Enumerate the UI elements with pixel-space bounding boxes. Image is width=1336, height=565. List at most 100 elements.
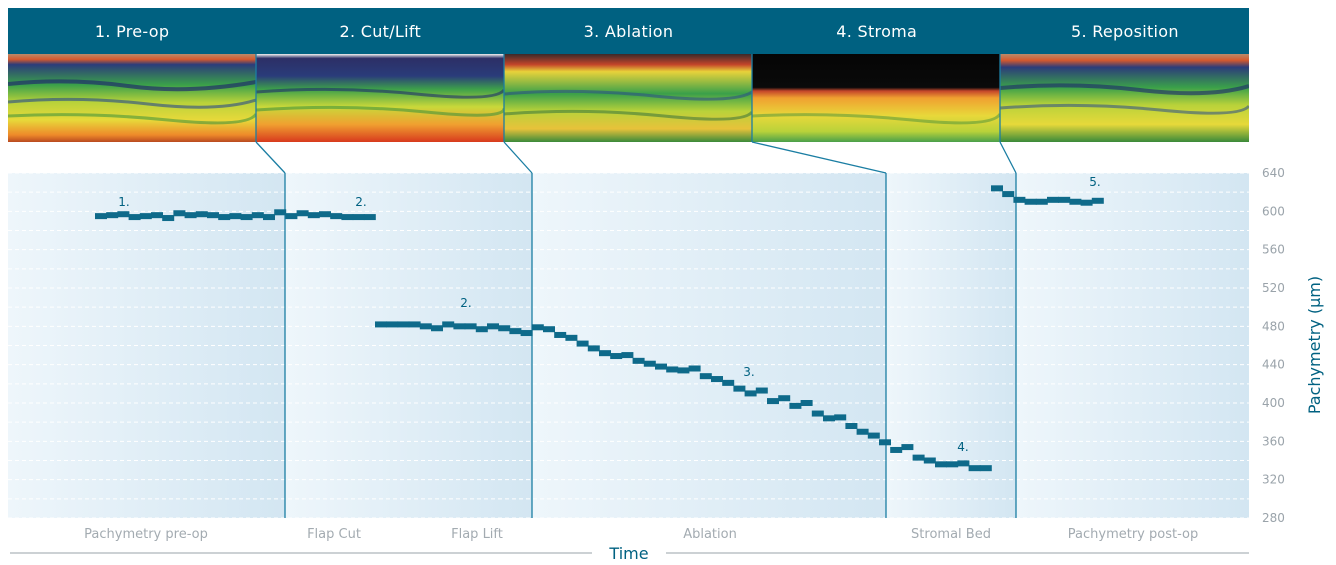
data-point [475, 326, 488, 333]
data-point [957, 460, 970, 467]
point-annotation: 5. [1089, 175, 1100, 189]
oct-image-ablation [504, 54, 752, 142]
data-point [151, 212, 163, 219]
oct-image-stroma [752, 54, 1000, 142]
data-point [1080, 199, 1093, 206]
data-point [968, 465, 981, 472]
data-point [274, 209, 287, 216]
data-point [856, 428, 869, 435]
data-point [464, 323, 477, 330]
data-point [184, 212, 197, 219]
data-point [498, 325, 511, 332]
data-point [890, 446, 903, 453]
data-point [352, 214, 365, 221]
data-point [632, 357, 645, 364]
data-point [330, 213, 343, 220]
y-tick-label: 560 [1262, 243, 1285, 257]
data-point [1058, 196, 1071, 203]
data-point [296, 210, 309, 217]
data-point [128, 214, 141, 221]
data-point [442, 321, 455, 328]
data-point [587, 345, 600, 352]
data-point [307, 212, 320, 219]
connector-line [999, 141, 1017, 174]
data-point [543, 326, 555, 333]
data-point [979, 465, 992, 472]
data-point [755, 387, 768, 394]
data-point [1013, 196, 1026, 203]
data-point [341, 214, 354, 221]
data-point [744, 390, 757, 397]
data-point [419, 323, 432, 330]
data-point [733, 385, 746, 392]
data-point [912, 454, 925, 461]
data-point [879, 439, 891, 446]
connector-line [255, 141, 286, 174]
data-point [778, 395, 791, 402]
connector-line [503, 141, 533, 174]
data-point [845, 423, 858, 429]
point-annotation: 2. [355, 195, 366, 209]
data-point [520, 330, 533, 337]
data-point [240, 214, 253, 221]
y-tick-label: 440 [1262, 358, 1285, 372]
point-annotation: 1. [118, 195, 129, 209]
data-point [554, 331, 567, 338]
data-point [767, 398, 779, 405]
data-point [688, 365, 701, 372]
data-point [610, 353, 623, 360]
data-point [621, 352, 634, 359]
data-point [375, 321, 387, 328]
panel-pre-op [8, 173, 285, 518]
data-point [655, 363, 667, 370]
data-point [251, 212, 264, 219]
data-point [195, 211, 208, 218]
data-point [218, 214, 231, 221]
connector-line [751, 141, 887, 174]
data-point [823, 415, 835, 422]
data-point [1002, 191, 1015, 198]
y-tick-label: 280 [1262, 511, 1285, 525]
data-point [565, 334, 578, 341]
data-point [1091, 197, 1104, 204]
data-point [991, 185, 1003, 192]
y-tick-label: 320 [1262, 473, 1285, 487]
phase-label: Pachymetry pre-op [84, 527, 208, 542]
phase-label: Flap Lift [451, 527, 503, 542]
data-point [397, 321, 410, 328]
data-point [408, 321, 421, 328]
y-tick-label: 640 [1262, 166, 1285, 180]
data-point [834, 414, 847, 421]
y-axis-title: Pachymetry (µm) [1305, 276, 1324, 414]
stage-label-ablation: 3. Ablation [583, 21, 674, 41]
data-point [666, 366, 679, 373]
data-point [643, 360, 656, 367]
data-point [1024, 198, 1037, 205]
data-point [285, 213, 298, 220]
data-point [711, 376, 723, 383]
data-point [1069, 198, 1082, 205]
data-point [162, 215, 175, 222]
point-annotation: 4. [957, 440, 968, 454]
data-point [576, 340, 589, 347]
data-point [106, 212, 119, 219]
data-point [363, 214, 376, 221]
data-point [531, 324, 544, 331]
oct-image-strip [8, 54, 1249, 142]
data-point [867, 432, 880, 439]
data-point [453, 323, 466, 330]
data-point [789, 402, 802, 409]
data-point [901, 444, 914, 451]
stage-label-reposition: 5. Reposition [1070, 21, 1179, 41]
oct-image-reposition [1000, 54, 1249, 142]
y-tick-label: 360 [1262, 434, 1285, 448]
data-point [811, 410, 824, 417]
data-point [946, 461, 959, 468]
y-tick-label: 480 [1262, 319, 1285, 333]
data-point [1035, 198, 1048, 205]
data-point [95, 213, 107, 220]
data-point [487, 323, 499, 330]
phase-label: Pachymetry post-op [1068, 527, 1198, 542]
y-tick-label: 400 [1262, 396, 1285, 410]
